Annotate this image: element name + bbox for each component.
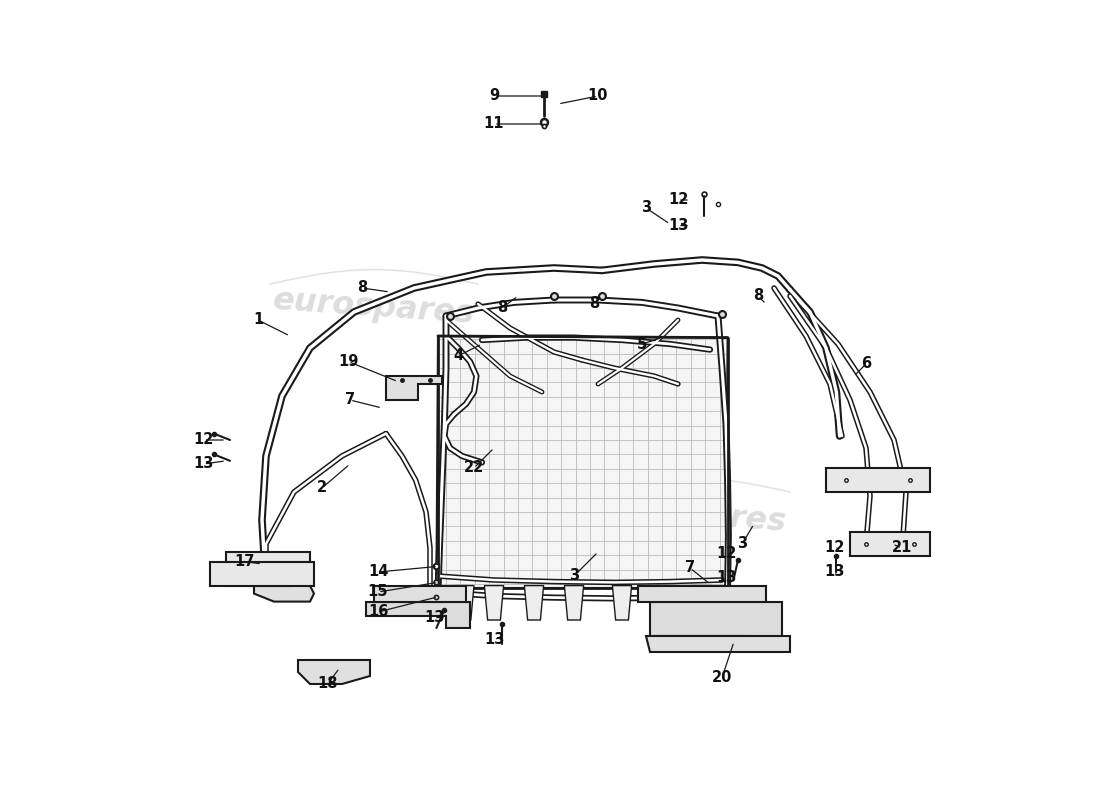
Text: 5: 5: [637, 337, 647, 351]
Text: 9: 9: [488, 89, 499, 103]
Polygon shape: [692, 586, 712, 620]
Polygon shape: [564, 586, 584, 620]
Text: 13: 13: [668, 218, 689, 233]
Text: 4: 4: [453, 349, 463, 363]
Text: 3: 3: [569, 569, 579, 583]
Text: 7: 7: [685, 561, 695, 575]
Text: 3: 3: [737, 537, 747, 551]
Polygon shape: [437, 336, 727, 588]
Polygon shape: [254, 586, 314, 602]
Text: 19: 19: [338, 354, 359, 369]
Polygon shape: [386, 376, 442, 400]
Text: 17: 17: [234, 554, 254, 569]
Text: 16: 16: [367, 605, 388, 619]
Text: 8: 8: [497, 301, 507, 315]
Polygon shape: [646, 636, 790, 652]
Polygon shape: [298, 660, 370, 684]
Polygon shape: [484, 586, 504, 620]
Polygon shape: [650, 602, 782, 650]
Polygon shape: [454, 586, 474, 620]
Polygon shape: [525, 586, 543, 620]
Text: 6: 6: [861, 357, 871, 371]
Text: 13: 13: [716, 570, 736, 585]
Polygon shape: [850, 532, 930, 556]
Polygon shape: [210, 562, 313, 586]
Text: 13: 13: [424, 610, 444, 625]
Text: 8: 8: [752, 289, 763, 303]
Text: 1: 1: [253, 313, 263, 327]
Text: 8: 8: [356, 281, 367, 295]
Text: 7: 7: [345, 393, 355, 407]
Text: 12: 12: [194, 433, 213, 447]
Text: 8: 8: [588, 297, 600, 311]
Text: 20: 20: [712, 670, 733, 685]
Text: eurospares: eurospares: [272, 286, 476, 330]
Text: 2: 2: [317, 481, 327, 495]
Text: eurospares: eurospares: [584, 494, 788, 538]
Text: 15: 15: [367, 585, 388, 599]
Polygon shape: [826, 468, 930, 492]
Text: 3: 3: [641, 201, 651, 215]
Text: 13: 13: [194, 457, 213, 471]
Text: 12: 12: [668, 193, 689, 207]
Text: 14: 14: [367, 565, 388, 579]
Text: 13: 13: [484, 633, 504, 647]
Text: 18: 18: [318, 677, 338, 691]
Text: 10: 10: [587, 89, 608, 103]
Polygon shape: [374, 586, 466, 602]
Polygon shape: [613, 586, 631, 620]
Text: 11: 11: [484, 117, 504, 131]
Polygon shape: [226, 552, 310, 586]
Text: 21: 21: [892, 541, 912, 555]
Text: 12: 12: [824, 541, 844, 555]
Text: 12: 12: [716, 546, 736, 561]
Polygon shape: [657, 586, 675, 620]
Polygon shape: [366, 602, 470, 628]
Polygon shape: [638, 586, 766, 602]
Text: 22: 22: [464, 461, 484, 475]
Text: 13: 13: [824, 565, 844, 579]
